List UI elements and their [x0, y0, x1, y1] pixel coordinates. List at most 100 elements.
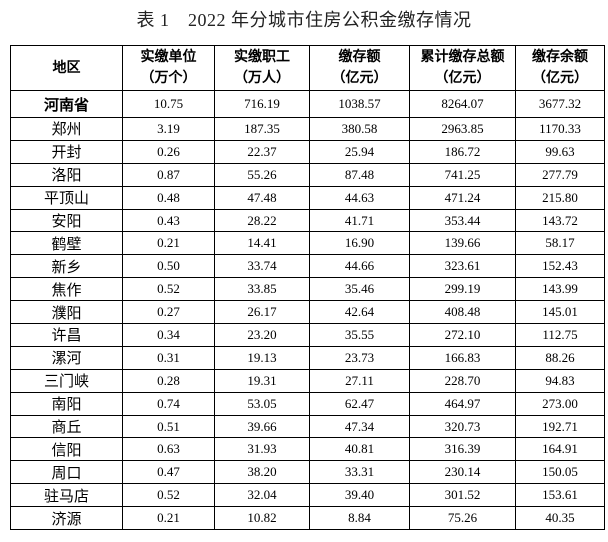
value-cell: 187.35	[214, 117, 310, 141]
value-cell: 323.61	[409, 254, 516, 279]
value-cell: 33.31	[309, 460, 410, 485]
value-cell: 192.71	[515, 414, 605, 439]
value-cell: 0.21	[122, 506, 215, 531]
value-cell: 408.48	[409, 300, 516, 325]
column-header: 地区	[10, 45, 123, 91]
value-cell: 0.74	[122, 391, 215, 416]
value-cell: 741.25	[409, 162, 516, 187]
value-cell: 139.66	[409, 231, 516, 256]
column-header-line1: 累计缴存总额	[420, 49, 505, 65]
value-cell: 31.93	[214, 437, 310, 462]
region-cell: 商丘	[10, 414, 123, 439]
value-cell: 0.43	[122, 208, 215, 233]
column-header: 缴存余额 （亿元）	[515, 45, 605, 91]
value-cell: 44.63	[309, 185, 410, 210]
value-cell: 41.71	[309, 208, 410, 233]
table-row: 漯河 0.31 19.13 23.73 166.83 88.26	[10, 345, 605, 370]
value-cell: 0.31	[122, 345, 215, 370]
region-cell: 鹤壁	[10, 231, 123, 256]
column-header-unit: （亿元）	[434, 70, 491, 86]
value-cell: 44.66	[309, 254, 410, 279]
table-row: 周口 0.47 38.20 33.31 230.14 150.05	[10, 460, 605, 485]
value-cell: 99.63	[515, 139, 605, 164]
value-cell: 14.41	[214, 231, 310, 256]
table-row: 鹤壁 0.21 14.41 16.90 139.66 58.17	[10, 231, 605, 256]
value-cell: 150.05	[515, 460, 605, 485]
value-cell: 353.44	[409, 208, 516, 233]
region-cell: 信阳	[10, 437, 123, 462]
column-header-unit: （亿元）	[331, 70, 388, 86]
table-row: 开封 0.26 22.37 25.94 186.72 99.63	[10, 139, 605, 164]
province-total-row: 河南省 10.75 716.19 1038.57 8264.07 3677.32	[10, 90, 605, 118]
value-cell: 2963.85	[409, 117, 516, 141]
table-row: 郑州 3.19 187.35 380.58 2963.85 1170.33	[10, 117, 605, 141]
table-row: 信阳 0.63 31.93 40.81 316.39 164.91	[10, 437, 605, 462]
column-header-line1: 缴存余额	[532, 49, 588, 65]
value-cell: 272.10	[409, 323, 516, 347]
value-cell: 40.81	[309, 437, 410, 462]
header-row: 地区 实缴单位 （万个） 实缴职工 （万人） 缴存额 （亿元） 累计缴存总额 （亿元） 缴存余额 （…	[10, 45, 605, 91]
region-cell: 洛阳	[10, 162, 123, 187]
value-cell: 277.79	[515, 162, 605, 187]
column-header-unit: （万人）	[234, 70, 290, 86]
region-cell: 郑州	[10, 117, 123, 141]
value-cell: 143.72	[515, 208, 605, 233]
table-row: 驻马店 0.52 32.04 39.40 301.52 153.61	[10, 483, 605, 508]
table-row: 濮阳 0.27 26.17 42.64 408.48 145.01	[10, 300, 605, 325]
value-cell: 42.64	[309, 300, 410, 325]
value-cell: 39.40	[309, 483, 410, 508]
table-row: 三门峡 0.28 19.31 27.11 228.70 94.83	[10, 368, 605, 393]
column-header: 缴存额 （亿元）	[309, 45, 410, 91]
value-cell: 40.35	[515, 506, 605, 531]
value-cell: 27.11	[309, 368, 410, 393]
column-header: 累计缴存总额 （亿元）	[409, 45, 516, 91]
value-cell: 38.20	[214, 460, 310, 485]
value-cell: 53.05	[214, 391, 310, 416]
value-cell: 112.75	[515, 323, 605, 347]
column-header-unit: （万个）	[140, 70, 197, 86]
column-header: 实缴职工 （万人）	[214, 45, 310, 91]
value-cell: 23.20	[214, 323, 310, 347]
column-header-line1: 实缴职工	[234, 49, 290, 65]
column-header-line1: 实缴单位	[140, 49, 197, 65]
value-cell: 380.58	[309, 117, 410, 141]
value-cell: 58.17	[515, 231, 605, 256]
value-cell: 164.91	[515, 437, 605, 462]
value-cell: 62.47	[309, 391, 410, 416]
region-cell: 周口	[10, 460, 123, 485]
value-cell: 75.26	[409, 506, 516, 531]
value-cell: 0.21	[122, 231, 215, 256]
value-cell: 94.83	[515, 368, 605, 393]
value-cell: 464.97	[409, 391, 516, 416]
table-row: 洛阳 0.87 55.26 87.48 741.25 277.79	[10, 162, 605, 187]
table-row: 商丘 0.51 39.66 47.34 320.73 192.71	[10, 414, 605, 439]
value-cell: 1038.57	[309, 90, 410, 118]
table-row: 南阳 0.74 53.05 62.47 464.97 273.00	[10, 391, 605, 416]
value-cell: 25.94	[309, 139, 410, 164]
value-cell: 0.47	[122, 460, 215, 485]
value-cell: 33.74	[214, 254, 310, 279]
housing-fund-table: 地区 实缴单位 （万个） 实缴职工 （万人） 缴存额 （亿元） 累计缴存总额 （亿元） 缴存余额 （…	[10, 45, 605, 531]
value-cell: 716.19	[214, 90, 310, 118]
value-cell: 301.52	[409, 483, 516, 508]
value-cell: 0.50	[122, 254, 215, 279]
value-cell: 33.85	[214, 277, 310, 302]
region-cell: 新乡	[10, 254, 123, 279]
region-cell: 濮阳	[10, 300, 123, 325]
value-cell: 10.82	[214, 506, 310, 531]
value-cell: 22.37	[214, 139, 310, 164]
region-cell: 平顶山	[10, 185, 123, 210]
value-cell: 145.01	[515, 300, 605, 325]
value-cell: 8264.07	[409, 90, 516, 118]
value-cell: 55.26	[214, 162, 310, 187]
value-cell: 228.70	[409, 368, 516, 393]
table-row: 许昌 0.34 23.20 35.55 272.10 112.75	[10, 323, 605, 347]
value-cell: 0.34	[122, 323, 215, 347]
value-cell: 153.61	[515, 483, 605, 508]
value-cell: 8.84	[309, 506, 410, 531]
value-cell: 230.14	[409, 460, 516, 485]
column-header-line1: 地区	[52, 59, 81, 76]
value-cell: 3.19	[122, 117, 215, 141]
value-cell: 87.48	[309, 162, 410, 187]
region-cell: 河南省	[10, 90, 123, 118]
